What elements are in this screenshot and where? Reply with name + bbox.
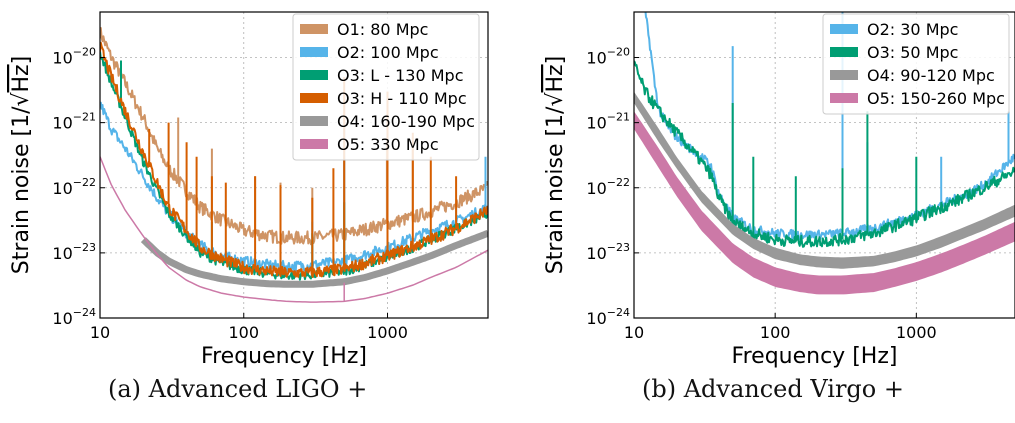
x-axis-label: Frequency [Hz] <box>201 344 367 369</box>
legend-box <box>822 13 1010 115</box>
plot-frame <box>99 11 489 319</box>
plot-area <box>100 27 488 303</box>
y-tick-label: 10−23 <box>52 241 96 263</box>
legend-swatch <box>830 93 858 103</box>
caption-a: (a) Advanced LIGO + <box>108 375 368 403</box>
legend-swatch <box>830 24 858 34</box>
legend-label: O3: 50 Mpc <box>867 43 958 62</box>
series-line <box>634 60 1015 248</box>
x-tick-label: 1000 <box>896 323 937 342</box>
series-band <box>634 111 1015 295</box>
y-axis-label: Strain noise [1/√Hz] <box>9 56 34 274</box>
chart-panel-a: 10 100 1000 10−24 10−23 10−22 10−21 10−20 Freque… <box>9 11 489 369</box>
y-tick-label: 10−22 <box>586 176 630 198</box>
legend-label: O5: 330 Mpc <box>337 135 439 154</box>
legend-label: O5: 150-260 Mpc <box>867 89 1005 108</box>
legend-label: O3: H - 110 Mpc <box>337 89 467 108</box>
legend-swatch <box>830 47 858 57</box>
legend-swatch <box>300 93 328 103</box>
legend-label: O2: 30 Mpc <box>867 20 958 39</box>
y-tick-label: 10−24 <box>52 306 96 328</box>
legend-swatch <box>300 47 328 57</box>
legend-label: O4: 160-190 Mpc <box>337 112 475 131</box>
y-tick-label: 10−23 <box>586 241 630 263</box>
chart-panel-b: 10 100 1000 10−24 10−23 10−22 10−21 10−20 Freque… <box>543 11 1015 369</box>
x-tick-label: 10 <box>624 323 644 342</box>
legend-label: O1: 80 Mpc <box>337 20 428 39</box>
legend-label: O3: L - 130 Mpc <box>337 66 464 85</box>
legend: O1: 80 Mpc O2: 100 Mpc O3: L - 130 Mpc O3: … <box>292 13 480 161</box>
legend-swatch <box>300 116 328 126</box>
legend: O2: 30 Mpc O3: 50 Mpc O4: 90-120 Mpc O5: 15… <box>822 13 1010 115</box>
plot-area <box>634 12 1015 295</box>
series-line <box>100 41 488 278</box>
y-tick-label: 10−20 <box>52 46 96 68</box>
y-tick-label: 10−24 <box>586 306 630 328</box>
y-tick-label: 10−21 <box>586 111 630 133</box>
legend-label: O2: 100 Mpc <box>337 43 439 62</box>
x-tick-label: 100 <box>228 323 259 342</box>
x-axis-label: Frequency [Hz] <box>732 344 898 369</box>
legend-label: O4: 90-120 Mpc <box>867 66 995 85</box>
y-tick-label: 10−21 <box>52 111 96 133</box>
legend-swatch <box>300 139 328 149</box>
legend-swatch <box>300 70 328 80</box>
y-axis-label: Strain noise [1/√Hz] <box>543 56 568 274</box>
series-line <box>140 230 488 288</box>
caption-b: (b) Advanced Virgo + <box>642 375 904 403</box>
y-tick-label: 10−20 <box>586 46 630 68</box>
x-tick-label: 10 <box>90 323 110 342</box>
series-band <box>634 91 1015 269</box>
x-tick-label: 1000 <box>367 323 408 342</box>
x-tick-label: 100 <box>760 323 791 342</box>
legend-box <box>292 13 480 161</box>
plot-frame <box>633 11 1015 319</box>
legend-swatch <box>830 70 858 80</box>
series-line <box>100 156 488 303</box>
y-tick-label: 10−22 <box>52 176 96 198</box>
legend-swatch <box>300 24 328 34</box>
